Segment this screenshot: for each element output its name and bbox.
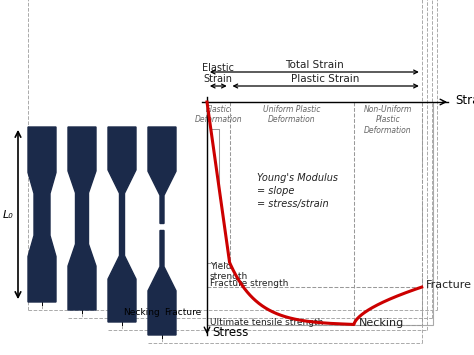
Polygon shape — [148, 127, 176, 224]
Text: Yield
strength: Yield strength — [210, 262, 248, 281]
Polygon shape — [28, 127, 56, 302]
Text: Necking: Necking — [123, 308, 160, 317]
Text: Young's Modulus
= slope
= stress/strain: Young's Modulus = slope = stress/strain — [257, 173, 337, 209]
Text: Ultimate tensile strength: Ultimate tensile strength — [210, 318, 323, 327]
Text: Fracture: Fracture — [164, 308, 201, 317]
Polygon shape — [68, 127, 96, 310]
Text: Total Strain: Total Strain — [285, 60, 344, 70]
Text: Elastic
Deformation: Elastic Deformation — [194, 105, 242, 124]
Bar — [207, 102, 433, 325]
Polygon shape — [148, 230, 176, 335]
Text: Non-Uniform
Plastic
Deformation: Non-Uniform Plastic Deformation — [364, 105, 412, 135]
Polygon shape — [108, 127, 136, 322]
Text: Fracture strength: Fracture strength — [210, 279, 288, 288]
Text: L₀: L₀ — [2, 209, 13, 219]
Text: Fracture: Fracture — [426, 280, 472, 290]
Text: Elastic
Strain: Elastic Strain — [202, 63, 234, 84]
Text: Uniform Plastic
Deformation: Uniform Plastic Deformation — [263, 105, 320, 124]
Text: Stress: Stress — [212, 326, 248, 339]
Text: Plastic Strain: Plastic Strain — [292, 74, 360, 84]
Text: Strain: Strain — [455, 93, 474, 106]
Text: Necking: Necking — [359, 318, 404, 328]
